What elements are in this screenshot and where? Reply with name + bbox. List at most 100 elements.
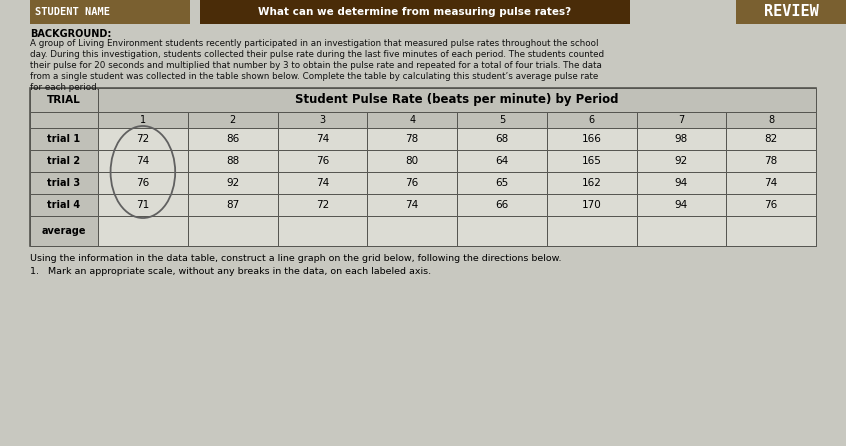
FancyBboxPatch shape	[547, 150, 636, 172]
FancyBboxPatch shape	[547, 172, 636, 194]
Text: 6: 6	[589, 115, 595, 125]
Text: 88: 88	[226, 156, 239, 166]
Text: 72: 72	[136, 134, 150, 144]
FancyBboxPatch shape	[98, 194, 188, 216]
Text: 76: 76	[405, 178, 419, 188]
FancyBboxPatch shape	[367, 150, 457, 172]
FancyBboxPatch shape	[636, 150, 726, 172]
FancyBboxPatch shape	[188, 150, 277, 172]
FancyBboxPatch shape	[636, 194, 726, 216]
FancyBboxPatch shape	[30, 88, 98, 112]
FancyBboxPatch shape	[188, 194, 277, 216]
Text: trial 1: trial 1	[47, 134, 80, 144]
Text: A group of Living Environment students recently participated in an investigation: A group of Living Environment students r…	[30, 39, 598, 48]
Text: STUDENT NAME: STUDENT NAME	[35, 7, 110, 17]
Text: TRIAL: TRIAL	[47, 95, 81, 105]
Text: 72: 72	[316, 200, 329, 210]
FancyBboxPatch shape	[277, 150, 367, 172]
FancyBboxPatch shape	[277, 194, 367, 216]
Text: 4: 4	[409, 115, 415, 125]
Text: 66: 66	[495, 200, 508, 210]
Text: 162: 162	[582, 178, 602, 188]
FancyBboxPatch shape	[188, 112, 277, 128]
Text: 78: 78	[405, 134, 419, 144]
Text: What can we determine from measuring pulse rates?: What can we determine from measuring pul…	[258, 7, 572, 17]
FancyBboxPatch shape	[367, 112, 457, 128]
Text: 65: 65	[495, 178, 508, 188]
FancyBboxPatch shape	[457, 172, 547, 194]
FancyBboxPatch shape	[367, 216, 457, 246]
FancyBboxPatch shape	[188, 216, 277, 246]
Text: 87: 87	[226, 200, 239, 210]
Text: 64: 64	[495, 156, 508, 166]
Text: 74: 74	[405, 200, 419, 210]
Text: 82: 82	[765, 134, 777, 144]
FancyBboxPatch shape	[726, 150, 816, 172]
Text: 1.   Mark an appropriate scale, without any breaks in the data, on each labeled : 1. Mark an appropriate scale, without an…	[30, 267, 431, 276]
Text: 1: 1	[140, 115, 146, 125]
Text: Using the information in the data table, construct a line graph on the grid belo: Using the information in the data table,…	[30, 254, 562, 263]
FancyBboxPatch shape	[30, 216, 98, 246]
FancyBboxPatch shape	[457, 194, 547, 216]
Text: for each period.: for each period.	[30, 83, 99, 92]
FancyBboxPatch shape	[457, 128, 547, 150]
Text: 76: 76	[136, 178, 150, 188]
FancyBboxPatch shape	[98, 216, 188, 246]
FancyBboxPatch shape	[30, 128, 98, 150]
FancyBboxPatch shape	[726, 216, 816, 246]
FancyBboxPatch shape	[636, 112, 726, 128]
Text: 86: 86	[226, 134, 239, 144]
Text: 8: 8	[768, 115, 774, 125]
FancyBboxPatch shape	[98, 128, 188, 150]
FancyBboxPatch shape	[30, 194, 98, 216]
Text: 98: 98	[675, 134, 688, 144]
FancyBboxPatch shape	[736, 0, 846, 24]
FancyBboxPatch shape	[30, 0, 190, 24]
FancyBboxPatch shape	[277, 172, 367, 194]
Text: 78: 78	[765, 156, 777, 166]
Text: their pulse for 20 seconds and multiplied that number by 3 to obtain the pulse r: their pulse for 20 seconds and multiplie…	[30, 61, 602, 70]
FancyBboxPatch shape	[277, 112, 367, 128]
FancyBboxPatch shape	[726, 194, 816, 216]
Text: 7: 7	[678, 115, 684, 125]
Text: Student Pulse Rate (beats per minute) by Period: Student Pulse Rate (beats per minute) by…	[295, 94, 618, 107]
Text: average: average	[41, 226, 86, 236]
FancyBboxPatch shape	[726, 128, 816, 150]
Text: 5: 5	[499, 115, 505, 125]
Text: 76: 76	[765, 200, 777, 210]
FancyBboxPatch shape	[367, 172, 457, 194]
FancyBboxPatch shape	[367, 128, 457, 150]
FancyBboxPatch shape	[726, 172, 816, 194]
FancyBboxPatch shape	[277, 216, 367, 246]
FancyBboxPatch shape	[636, 128, 726, 150]
FancyBboxPatch shape	[98, 112, 188, 128]
Text: from a single student was collected in the table shown below. Complete the table: from a single student was collected in t…	[30, 72, 598, 81]
FancyBboxPatch shape	[188, 172, 277, 194]
Text: 74: 74	[136, 156, 150, 166]
FancyBboxPatch shape	[277, 128, 367, 150]
FancyBboxPatch shape	[98, 88, 816, 112]
Text: 3: 3	[319, 115, 326, 125]
FancyBboxPatch shape	[547, 128, 636, 150]
Text: 165: 165	[582, 156, 602, 166]
FancyBboxPatch shape	[367, 194, 457, 216]
FancyBboxPatch shape	[547, 216, 636, 246]
FancyBboxPatch shape	[726, 112, 816, 128]
FancyBboxPatch shape	[98, 172, 188, 194]
FancyBboxPatch shape	[457, 112, 547, 128]
FancyBboxPatch shape	[457, 150, 547, 172]
FancyBboxPatch shape	[30, 88, 816, 246]
FancyBboxPatch shape	[636, 216, 726, 246]
FancyBboxPatch shape	[547, 112, 636, 128]
Text: 71: 71	[136, 200, 150, 210]
Text: BACKGROUND:: BACKGROUND:	[30, 29, 112, 39]
Text: trial 3: trial 3	[47, 178, 80, 188]
Text: REVIEW: REVIEW	[764, 4, 818, 20]
Text: 74: 74	[316, 134, 329, 144]
FancyBboxPatch shape	[30, 150, 98, 172]
Text: trial 4: trial 4	[47, 200, 80, 210]
Text: day. During this investigation, students collected their pulse rate during the l: day. During this investigation, students…	[30, 50, 604, 59]
Text: 76: 76	[316, 156, 329, 166]
FancyBboxPatch shape	[636, 172, 726, 194]
Text: 74: 74	[765, 178, 777, 188]
